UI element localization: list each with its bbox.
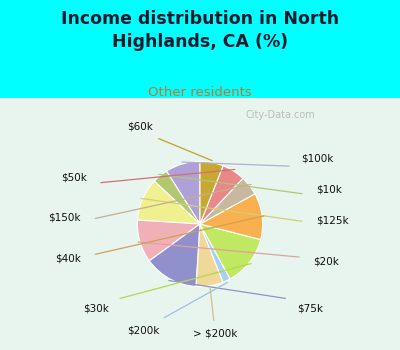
Wedge shape [196, 224, 223, 287]
Wedge shape [137, 220, 200, 261]
Text: $60k: $60k [127, 122, 153, 132]
Wedge shape [200, 178, 255, 224]
Wedge shape [166, 161, 200, 224]
Text: $200k: $200k [127, 326, 159, 335]
Wedge shape [138, 181, 200, 224]
Text: $125k: $125k [316, 216, 348, 226]
Text: Other residents: Other residents [148, 86, 252, 99]
Text: $100k: $100k [302, 153, 334, 163]
Text: $50k: $50k [61, 172, 87, 182]
Text: $150k: $150k [48, 213, 81, 223]
Text: $10k: $10k [316, 184, 342, 195]
Text: $30k: $30k [83, 303, 109, 314]
Wedge shape [200, 166, 243, 224]
Text: $20k: $20k [313, 257, 339, 267]
Wedge shape [200, 194, 263, 240]
Wedge shape [149, 224, 200, 287]
Wedge shape [200, 224, 261, 279]
Text: > $200k: > $200k [194, 329, 238, 338]
Wedge shape [154, 171, 200, 224]
Wedge shape [200, 224, 230, 282]
Text: City-Data.com: City-Data.com [245, 110, 315, 120]
Wedge shape [200, 161, 223, 224]
Text: $75k: $75k [297, 303, 323, 314]
Text: Income distribution in North
Highlands, CA (%): Income distribution in North Highlands, … [61, 10, 339, 51]
Text: $40k: $40k [55, 253, 81, 264]
